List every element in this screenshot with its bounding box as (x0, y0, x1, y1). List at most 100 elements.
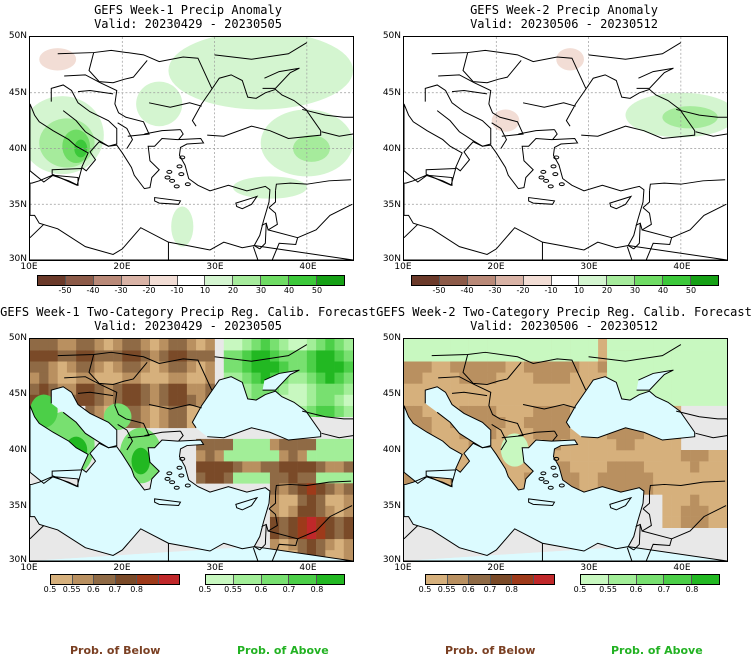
sea (51, 386, 117, 448)
lat-label: 45N (8, 389, 27, 399)
below-cell (560, 427, 571, 440)
below-cell (542, 372, 552, 384)
below-cell (205, 350, 215, 362)
below-cell (122, 372, 132, 384)
above-area (103, 403, 132, 431)
below-cell (671, 450, 682, 462)
below-cell (431, 416, 442, 429)
below-cell (334, 538, 345, 551)
below-cell (560, 405, 571, 417)
below-cell (269, 505, 280, 517)
below-cell (113, 394, 123, 406)
below-cell (205, 339, 215, 351)
below-cell (625, 483, 636, 495)
above-cell (625, 361, 636, 373)
below-cell (690, 450, 700, 462)
below-cell (468, 405, 479, 417)
below-cell (570, 372, 580, 384)
below-cell (496, 372, 506, 384)
colorbar-swatch (692, 575, 719, 584)
lat-label: 45N (382, 389, 401, 399)
above-cell (625, 372, 636, 384)
below-cell (113, 350, 123, 362)
below-cell (306, 516, 317, 528)
above-cell (325, 405, 335, 417)
below-cell (496, 361, 506, 373)
below-cell (680, 505, 691, 517)
below-cell (140, 350, 151, 362)
below-cell (634, 461, 645, 473)
below-cell (690, 472, 700, 484)
colorbar-swatch (664, 575, 693, 584)
map-week2-probability (403, 338, 728, 562)
below-cell (551, 450, 562, 462)
below-cell (699, 461, 709, 473)
colorbar-swatch (523, 276, 552, 285)
lon-label: 30E (206, 563, 224, 573)
mixed-cell (316, 472, 326, 484)
colorbar-swatch (551, 276, 580, 285)
below-cell (85, 350, 95, 362)
below-cell (306, 538, 317, 551)
below-cell (579, 483, 589, 495)
colorbar-swatch (663, 276, 692, 285)
below-cell (279, 516, 289, 528)
below-cell (343, 527, 353, 540)
above-cell (242, 350, 252, 362)
below-cell (699, 516, 709, 528)
below-cell (316, 483, 326, 495)
below-cell (269, 483, 280, 495)
below-cell (413, 416, 423, 429)
below-cell (186, 339, 197, 351)
above-cell (690, 361, 700, 373)
below-cell (699, 494, 709, 506)
below-cell (131, 339, 142, 351)
below-cell (85, 372, 95, 384)
below-cell (551, 405, 562, 417)
below-cell (505, 394, 516, 406)
below-cell (560, 361, 571, 373)
above-cell (616, 350, 626, 362)
above-cell (288, 350, 298, 362)
below-cell (149, 339, 160, 351)
above-cell (690, 350, 700, 362)
below-cell (616, 461, 626, 473)
below-cell (523, 372, 534, 384)
below-cell (48, 350, 58, 362)
mixed-cell (306, 461, 317, 473)
colorbar-tick-label: 30 (629, 286, 641, 295)
lat-label: 50N (8, 333, 27, 343)
below-cell (196, 383, 206, 395)
mixed-cell (251, 461, 262, 473)
below-cell (505, 383, 516, 395)
colorbar-tick-label: -30 (114, 286, 128, 295)
below-cell (149, 416, 160, 429)
colorbar-swatch (581, 575, 609, 584)
below-cell (343, 516, 353, 528)
below-cell (662, 505, 672, 517)
below-cell (140, 372, 151, 384)
below-cell (607, 427, 617, 440)
above-cell (269, 361, 280, 373)
below-cell (316, 549, 326, 561)
mixed-cell (196, 472, 206, 484)
below-cell (149, 405, 160, 417)
below-cell (186, 394, 197, 406)
above-cell (334, 372, 345, 384)
colorbar-swatch (691, 276, 718, 285)
colorbar-tick-label: 0.5 (198, 585, 212, 594)
colorbar-tick-label: 0.6 (629, 585, 643, 594)
above-cell (325, 339, 335, 351)
below-cell (570, 383, 580, 395)
below-cell (717, 472, 727, 484)
lon-label: 40E (299, 262, 317, 272)
above-cell (468, 339, 479, 362)
below-cell (570, 472, 580, 484)
below-cell (279, 505, 289, 517)
below-cell (579, 472, 589, 484)
colorbar-swatch (93, 276, 122, 285)
mixed-cell (196, 450, 206, 462)
coastlines (30, 67, 353, 260)
lat-label: 35N (8, 200, 27, 210)
above-cell (607, 339, 617, 351)
